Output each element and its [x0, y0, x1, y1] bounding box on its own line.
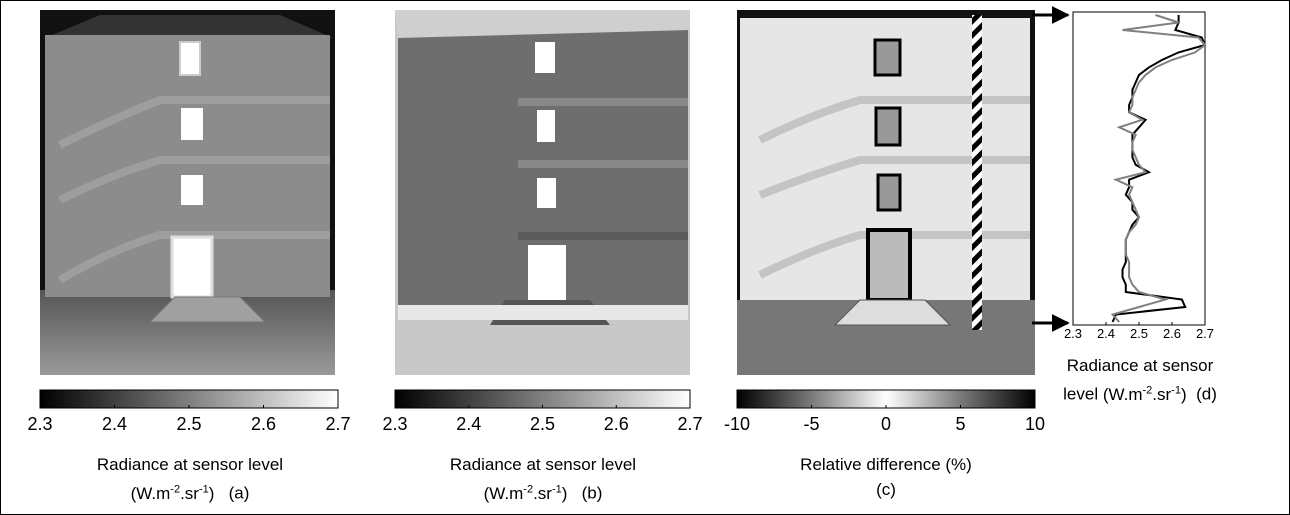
- unit: (W.m-2.sr-1): [130, 483, 215, 503]
- label-b: Radiance at sensor level (W.m-2.sr-1) (b…: [383, 452, 703, 506]
- x-tick-label: 2.4: [102, 414, 127, 434]
- x-tick-label: 2.6: [604, 414, 629, 434]
- x-tick-label: 2.5: [530, 414, 555, 434]
- x-tick-label: 2.5: [176, 414, 201, 434]
- axis-label: Radiance at sensor level: [1063, 356, 1214, 404]
- axis-label: Radiance at sensor level: [96, 455, 284, 474]
- x-tick-label: 2.5: [1130, 326, 1148, 341]
- x-tick-label: 2.7: [325, 414, 350, 434]
- x-tick-label: 10: [1025, 414, 1045, 434]
- panel-label: (a): [228, 483, 250, 503]
- axis-label: Radiance at sensor level: [449, 455, 637, 474]
- x-tick-label: 2.4: [1097, 326, 1115, 341]
- x-tick-label: 2.3: [27, 414, 52, 434]
- panel-label: (c): [876, 480, 896, 499]
- x-tick-label: 2.4: [456, 414, 481, 434]
- x-tick-label: 2.7: [677, 414, 702, 434]
- x-tick-label: -5: [803, 414, 819, 434]
- x-tick-label: 0: [881, 414, 891, 434]
- panel-label: (d): [1196, 384, 1217, 404]
- x-tick-label: 2.6: [251, 414, 276, 434]
- x-tick-label: 5: [955, 414, 965, 434]
- x-tick-label: 2.3: [382, 414, 407, 434]
- label-d: Radiance at sensor level (W.m-2.sr-1) (d…: [1060, 353, 1220, 407]
- x-tick-label: -10: [724, 414, 750, 434]
- label-c: Relative difference (%) (c): [726, 452, 1046, 502]
- x-tick-label: 2.6: [1163, 326, 1181, 341]
- panel-label: (b): [581, 483, 603, 503]
- image-a: [40, 10, 335, 375]
- profile-line: [1110, 14, 1207, 323]
- plot-area: [1072, 11, 1206, 326]
- x-tick-label: 2.7: [1196, 326, 1214, 341]
- unit: (W.m-2.sr-1): [1102, 384, 1187, 404]
- unit: (W.m-2.sr-1): [483, 483, 568, 503]
- axis-label: Relative difference (%): [800, 455, 972, 474]
- image-b: [395, 10, 690, 375]
- label-a: Radiance at sensor level (W.m-2.sr-1) (a…: [30, 452, 350, 506]
- image-c: [737, 10, 1035, 375]
- x-tick-label: 2.3: [1064, 326, 1082, 341]
